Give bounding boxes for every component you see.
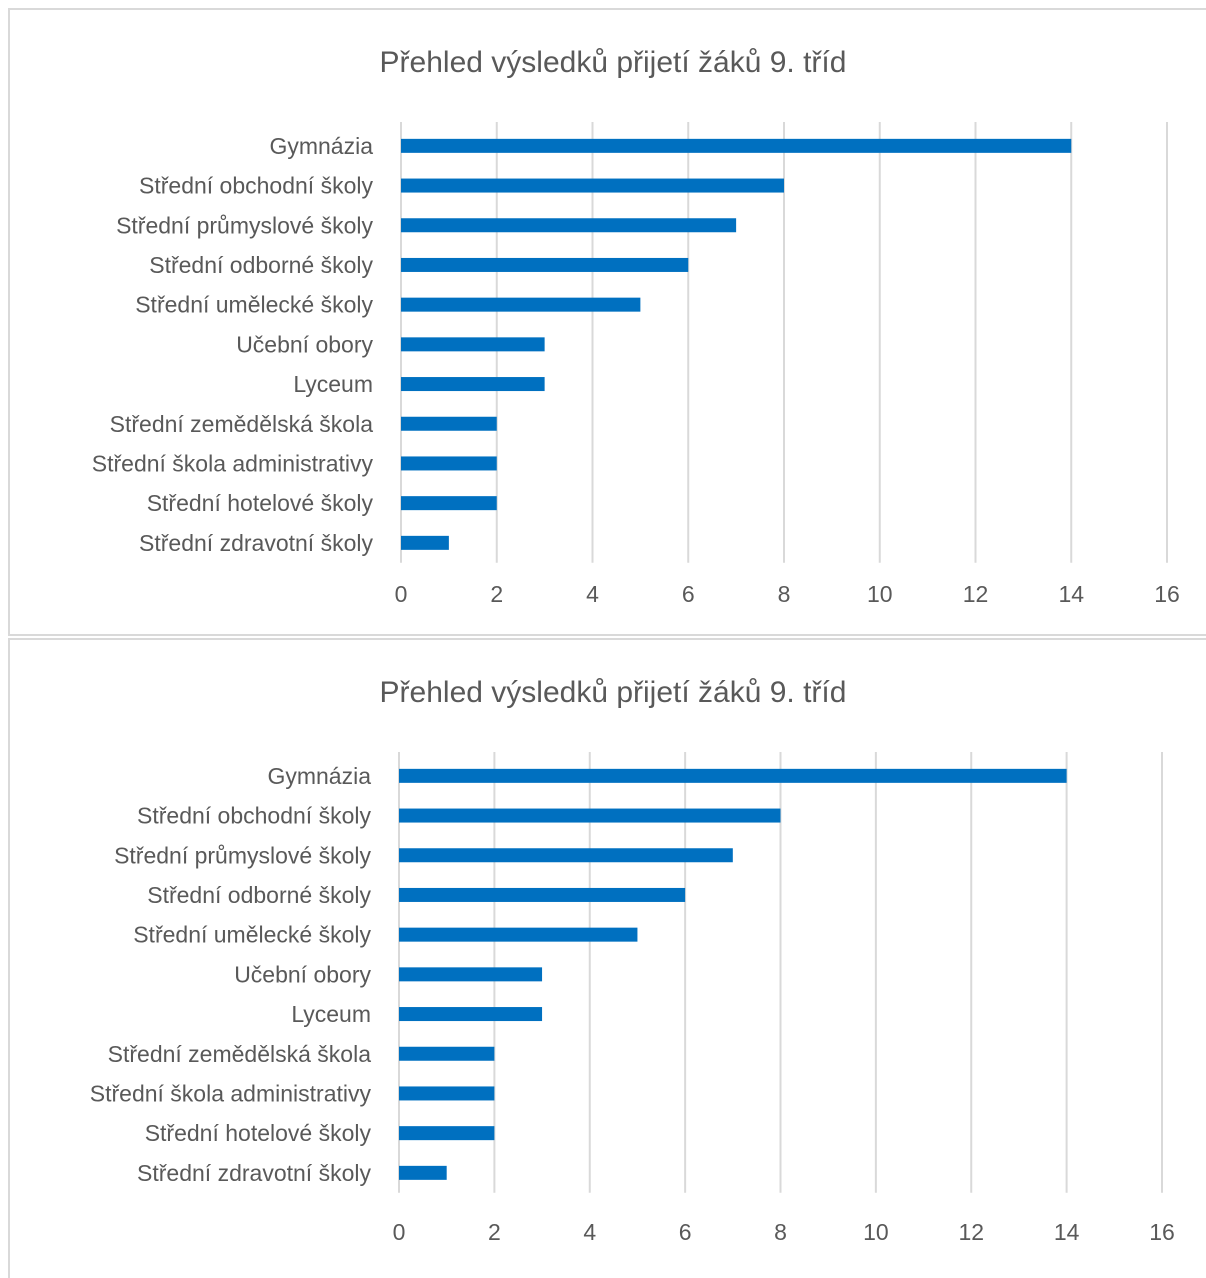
bar bbox=[401, 218, 737, 233]
x-tick-label: 10 bbox=[867, 581, 893, 607]
bar bbox=[399, 1126, 495, 1141]
bar-chart-plot: 0 2 4 6 8 10 12 14 16 Gymnázia Střední obchodní šk… bbox=[90, 752, 1175, 1245]
x-tick-label: 14 bbox=[1058, 581, 1084, 607]
x-tick-label: 8 bbox=[774, 1219, 787, 1245]
category-label: Střední obchodní školy bbox=[137, 803, 371, 829]
category-label: Střední zdravotní školy bbox=[137, 1160, 371, 1186]
x-tick-label: 16 bbox=[1149, 1219, 1175, 1245]
bar bbox=[401, 178, 784, 193]
x-tick-label: 10 bbox=[863, 1219, 889, 1245]
category-label: Lyceum bbox=[293, 371, 373, 397]
x-tick-label: 6 bbox=[679, 1219, 692, 1245]
bar bbox=[399, 1165, 447, 1180]
x-tick-label: 6 bbox=[682, 581, 695, 607]
bar bbox=[401, 337, 545, 352]
bar bbox=[401, 138, 1072, 153]
bar bbox=[401, 496, 497, 511]
bar bbox=[399, 1007, 543, 1022]
bar bbox=[401, 257, 689, 272]
bar-chart-plot: 0 2 4 6 8 10 12 14 16 Gymnázia Střední obchodní šk… bbox=[92, 122, 1180, 607]
category-label: Střední zdravotní školy bbox=[139, 530, 373, 556]
category-label: Střední obchodní školy bbox=[139, 173, 373, 199]
x-tick-label: 2 bbox=[488, 1219, 501, 1245]
category-label: Střední škola administrativy bbox=[92, 450, 374, 476]
bar bbox=[401, 297, 641, 312]
category-label: Střední průmyslové školy bbox=[114, 842, 371, 868]
bar bbox=[401, 535, 449, 550]
x-tick-label: 8 bbox=[778, 581, 791, 607]
x-tick-label: 12 bbox=[958, 1219, 984, 1245]
bar bbox=[399, 848, 733, 863]
bar bbox=[399, 927, 638, 942]
category-label: Učební obory bbox=[234, 961, 371, 987]
category-label: Lyceum bbox=[291, 1001, 371, 1027]
category-label: Střední hotelové školy bbox=[145, 1120, 372, 1146]
bar bbox=[401, 377, 545, 392]
category-label: Střední umělecké školy bbox=[135, 292, 373, 318]
chart-panel-2: Přehled výsledků přijetí žáků 9. tříd 0 2… bbox=[8, 638, 1206, 1278]
bar bbox=[399, 768, 1067, 783]
category-label: Střední odborné školy bbox=[149, 252, 373, 278]
x-tick-label: 4 bbox=[586, 581, 599, 607]
category-label: Střední škola administrativy bbox=[90, 1080, 372, 1106]
chart-panel-1: Přehled výsledků přijetí žáků 9. tříd 0 2… bbox=[8, 8, 1206, 636]
x-tick-label: 4 bbox=[583, 1219, 596, 1245]
x-tick-label: 14 bbox=[1054, 1219, 1080, 1245]
bar bbox=[399, 967, 543, 982]
bar bbox=[399, 808, 781, 823]
category-label: Střední umělecké školy bbox=[133, 922, 371, 948]
category-label: Gymnázia bbox=[269, 133, 373, 159]
x-tick-label: 0 bbox=[395, 581, 408, 607]
category-label: Střední odborné školy bbox=[147, 882, 371, 908]
category-label: Gymnázia bbox=[267, 763, 371, 789]
bar bbox=[401, 416, 497, 431]
category-label: Učební obory bbox=[236, 331, 373, 357]
x-tick-label: 0 bbox=[393, 1219, 406, 1245]
category-label: Střední zemědělská škola bbox=[110, 411, 374, 437]
x-tick-label: 16 bbox=[1154, 581, 1180, 607]
chart-title: Přehled výsledků přijetí žáků 9. tříd bbox=[379, 46, 847, 79]
bar bbox=[399, 887, 686, 902]
bar bbox=[399, 1046, 495, 1061]
category-label: Střední zemědělská škola bbox=[108, 1041, 372, 1067]
category-label: Střední průmyslové školy bbox=[116, 212, 373, 238]
x-tick-label: 12 bbox=[963, 581, 989, 607]
category-label: Střední hotelové školy bbox=[147, 490, 374, 516]
x-tick-label: 2 bbox=[490, 581, 503, 607]
chart-title: Přehled výsledků přijetí žáků 9. tříd bbox=[379, 676, 847, 709]
bar bbox=[401, 456, 497, 471]
bar bbox=[399, 1086, 495, 1101]
